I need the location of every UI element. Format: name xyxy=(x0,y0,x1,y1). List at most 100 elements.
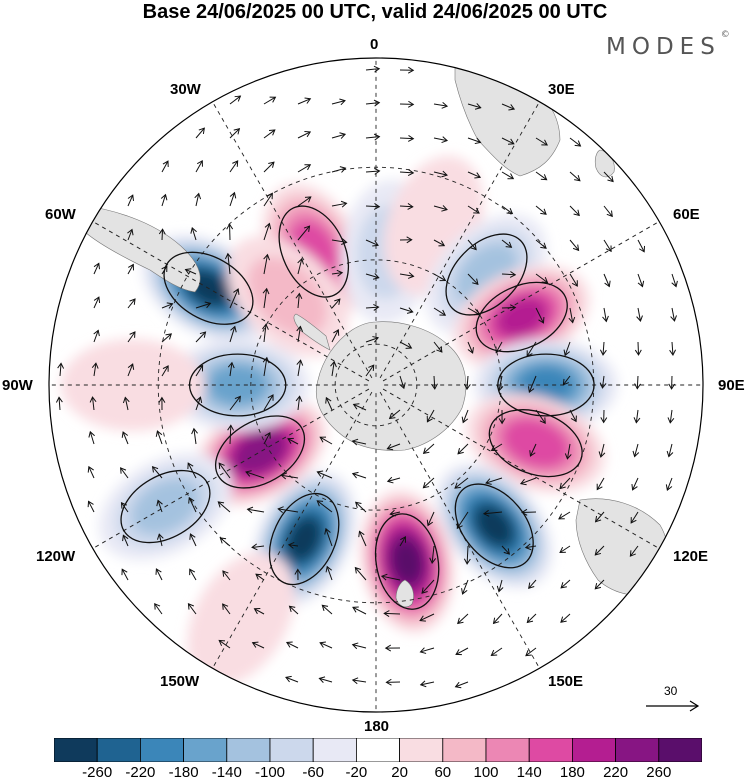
wind-vector-6 xyxy=(365,99,381,107)
contour-lines xyxy=(120,205,595,610)
wind-vector-267 xyxy=(285,675,299,683)
reference-vector-label: 30 xyxy=(664,684,678,698)
wind-vector-37 xyxy=(127,194,135,207)
colorbar-tick-13: 260 xyxy=(646,764,672,781)
africa-landmass xyxy=(454,59,561,177)
wind-vector-80 xyxy=(501,271,517,278)
wind-vector-247 xyxy=(253,608,265,615)
wind-vector-128 xyxy=(262,356,270,377)
wind-vector-127 xyxy=(227,361,235,377)
colorbar-tick-0: -260 xyxy=(82,764,113,781)
wind-vector-223 xyxy=(463,545,471,565)
anomaly-center-9 xyxy=(436,463,553,589)
wind-vector-168 xyxy=(351,438,367,446)
wind-vector-164 xyxy=(227,424,235,445)
wind-vector-115 xyxy=(467,341,474,354)
wind-vector-225 xyxy=(524,543,537,551)
wind-vector-102 xyxy=(636,307,643,322)
wind-vector-89 xyxy=(195,301,212,309)
wind-vector-261 xyxy=(351,642,367,650)
lon-label-120e: 120E xyxy=(673,548,709,565)
wind-vector-160 xyxy=(88,430,95,445)
meridian-300 xyxy=(92,221,370,382)
wind-vector-111 xyxy=(331,329,340,343)
wind-vector-36 xyxy=(603,171,614,183)
wind-vector-117 xyxy=(526,341,537,357)
wind-vector-43 xyxy=(331,200,348,208)
wind-vector-74 xyxy=(297,257,304,275)
colorbar-tick-7: 20 xyxy=(391,764,408,781)
wind-vector-220 xyxy=(358,530,367,547)
new-zealand-island xyxy=(395,579,414,608)
wind-vector-101 xyxy=(602,307,609,323)
wind-vector-174 xyxy=(564,443,572,460)
meridian-120 xyxy=(382,388,660,549)
wind-vector-9 xyxy=(467,103,482,110)
wind-vector-178 xyxy=(87,465,95,479)
wind-vector-224 xyxy=(501,545,511,555)
wind-vector-245 xyxy=(187,602,197,615)
wind-vector-241 xyxy=(528,579,537,590)
wind-vector-179 xyxy=(119,467,129,479)
wind-vector-263 xyxy=(419,647,435,654)
lon-label-30w: 30W xyxy=(170,81,201,98)
wind-vectors xyxy=(55,65,678,689)
wind-vector-84 xyxy=(637,273,645,288)
wind-vector-109 xyxy=(262,323,269,343)
wind-vector-27 xyxy=(297,164,312,173)
colorbar-swatch-7 xyxy=(355,738,400,762)
wind-vector-185 xyxy=(316,470,333,479)
wind-vector-162 xyxy=(155,430,163,445)
wind-vector-113 xyxy=(399,341,413,349)
wind-vector-240 xyxy=(496,579,504,593)
wind-vector-29 xyxy=(365,167,381,175)
wind-vector-211 xyxy=(594,511,605,523)
wind-vector-166 xyxy=(287,437,299,445)
colorbar-swatch-6 xyxy=(312,738,357,762)
wind-vector-5 xyxy=(331,98,346,106)
wind-vector-24 xyxy=(195,160,203,173)
colorbar-tick-3: -140 xyxy=(211,764,242,781)
wind-vector-254 xyxy=(492,613,503,625)
wind-vector-97 xyxy=(467,307,481,316)
wind-vector-83 xyxy=(603,273,611,288)
wind-vector-71 xyxy=(184,268,197,275)
wind-vector-96 xyxy=(433,307,447,316)
wind-vector-197 xyxy=(120,501,129,513)
wind-vector-238 xyxy=(421,579,435,594)
wind-vector-67 xyxy=(637,239,646,253)
colorbar-tick-8: 60 xyxy=(434,764,452,781)
wind-vector-182 xyxy=(218,462,231,479)
colorbar-tick-1: -220 xyxy=(125,764,156,781)
wind-vector-180 xyxy=(151,465,163,479)
wind-vector-66 xyxy=(603,239,612,253)
wind-vector-237 xyxy=(380,573,401,581)
wind-vector-81 xyxy=(535,273,549,284)
wind-vector-2 xyxy=(229,95,242,105)
wind-vector-61 xyxy=(433,239,446,247)
lon-label-150w: 150W xyxy=(160,673,200,690)
wind-vector-215 xyxy=(189,533,197,547)
wind-vector-100 xyxy=(568,307,576,324)
wind-vector-216 xyxy=(219,537,231,547)
wind-vector-57 xyxy=(297,225,311,241)
wind-vector-206 xyxy=(426,511,435,527)
wind-vector-269 xyxy=(351,677,367,685)
wind-vector-22 xyxy=(569,137,582,147)
landmasses xyxy=(79,59,669,608)
wind-vector-149 xyxy=(325,396,333,411)
wind-vector-30 xyxy=(399,169,415,177)
wind-vector-198 xyxy=(156,499,163,513)
colorbar-tick-12: 220 xyxy=(603,764,629,781)
wind-vector-227 xyxy=(594,545,605,556)
lon-label-90w: 90W xyxy=(2,377,33,394)
wind-vector-199 xyxy=(188,496,197,513)
wind-vector-193 xyxy=(596,477,605,491)
wind-vector-0 xyxy=(365,65,381,73)
wind-vector-250 xyxy=(352,606,367,615)
wind-vector-135 xyxy=(496,375,504,392)
logo-copyright-mark: © xyxy=(720,30,730,41)
meridian-60 xyxy=(382,221,660,382)
wind-vector-140 xyxy=(668,375,676,390)
colorbar-swatch-5 xyxy=(269,738,314,762)
